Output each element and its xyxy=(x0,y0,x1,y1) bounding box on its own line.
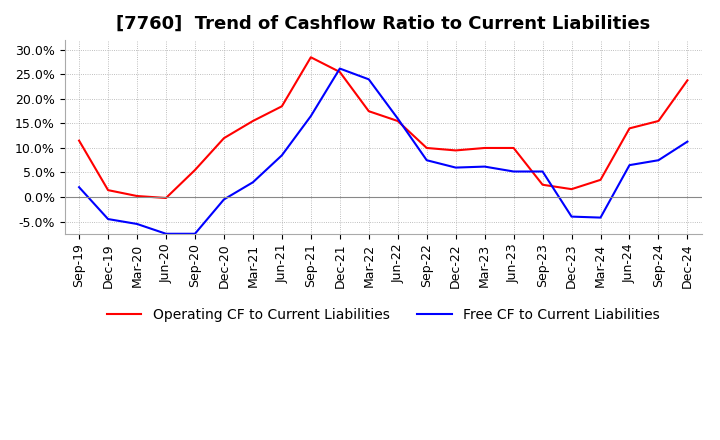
Free CF to Current Liabilities xyxy=(683,139,692,144)
Operating CF to Current Liabilities xyxy=(451,148,460,153)
Operating CF to Current Liabilities xyxy=(277,104,286,109)
Free CF to Current Liabilities xyxy=(191,231,199,236)
Operating CF to Current Liabilities xyxy=(480,145,489,150)
Free CF to Current Liabilities xyxy=(132,221,141,227)
Free CF to Current Liabilities xyxy=(220,197,228,202)
Operating CF to Current Liabilities xyxy=(625,126,634,131)
Free CF to Current Liabilities xyxy=(248,180,257,185)
Free CF to Current Liabilities xyxy=(480,164,489,169)
Operating CF to Current Liabilities xyxy=(248,118,257,124)
Free CF to Current Liabilities xyxy=(625,162,634,168)
Free CF to Current Liabilities xyxy=(567,214,576,219)
Operating CF to Current Liabilities xyxy=(596,177,605,183)
Operating CF to Current Liabilities xyxy=(132,193,141,198)
Operating CF to Current Liabilities xyxy=(307,55,315,60)
Operating CF to Current Liabilities xyxy=(654,118,663,124)
Operating CF to Current Liabilities xyxy=(539,182,547,187)
Free CF to Current Liabilities xyxy=(277,153,286,158)
Legend: Operating CF to Current Liabilities, Free CF to Current Liabilities: Operating CF to Current Liabilities, Fre… xyxy=(102,302,665,327)
Free CF to Current Liabilities xyxy=(539,169,547,174)
Operating CF to Current Liabilities xyxy=(364,109,373,114)
Free CF to Current Liabilities xyxy=(162,231,171,236)
Free CF to Current Liabilities xyxy=(509,169,518,174)
Free CF to Current Liabilities xyxy=(451,165,460,170)
Operating CF to Current Liabilities xyxy=(567,187,576,192)
Line: Free CF to Current Liabilities: Free CF to Current Liabilities xyxy=(79,69,688,234)
Title: [7760]  Trend of Cashflow Ratio to Current Liabilities: [7760] Trend of Cashflow Ratio to Curren… xyxy=(116,15,650,33)
Free CF to Current Liabilities xyxy=(75,184,84,190)
Free CF to Current Liabilities xyxy=(393,116,402,121)
Free CF to Current Liabilities xyxy=(336,66,344,71)
Operating CF to Current Liabilities xyxy=(162,195,171,201)
Operating CF to Current Liabilities xyxy=(509,145,518,150)
Free CF to Current Liabilities xyxy=(364,77,373,82)
Free CF to Current Liabilities xyxy=(596,215,605,220)
Operating CF to Current Liabilities xyxy=(191,167,199,172)
Free CF to Current Liabilities xyxy=(307,114,315,119)
Operating CF to Current Liabilities xyxy=(393,118,402,124)
Operating CF to Current Liabilities xyxy=(220,136,228,141)
Operating CF to Current Liabilities xyxy=(683,78,692,83)
Free CF to Current Liabilities xyxy=(104,216,112,222)
Operating CF to Current Liabilities xyxy=(423,145,431,150)
Operating CF to Current Liabilities xyxy=(75,138,84,143)
Operating CF to Current Liabilities xyxy=(104,187,112,193)
Operating CF to Current Liabilities xyxy=(336,70,344,75)
Free CF to Current Liabilities xyxy=(654,158,663,163)
Line: Operating CF to Current Liabilities: Operating CF to Current Liabilities xyxy=(79,57,688,198)
Free CF to Current Liabilities xyxy=(423,158,431,163)
